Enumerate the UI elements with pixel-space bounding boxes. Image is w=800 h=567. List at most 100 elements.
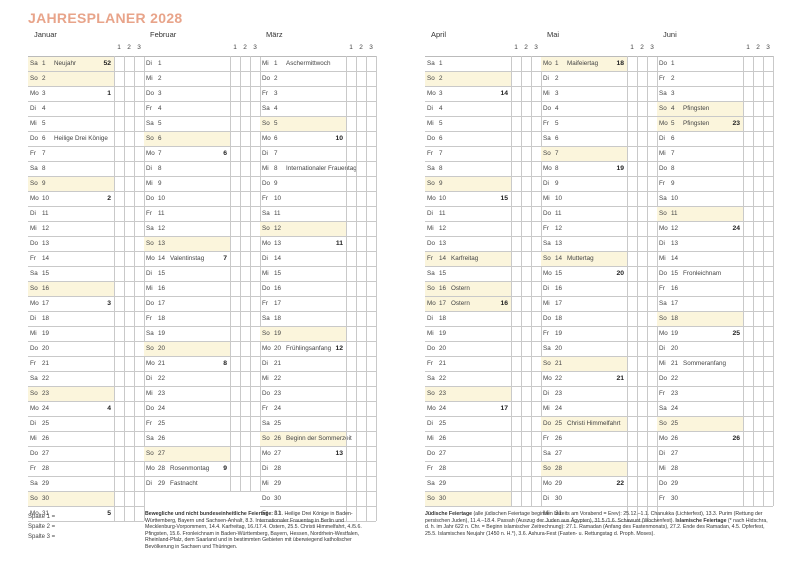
day-row[interactable]: Mo 14 Valentinstag 7 bbox=[144, 252, 260, 267]
day-row[interactable]: Fr 2 bbox=[657, 72, 773, 87]
day-row[interactable]: Sa 15 bbox=[28, 267, 144, 282]
day-row[interactable]: Mi 9 bbox=[144, 177, 260, 192]
day-row[interactable]: Mi 1 Aschermittwoch bbox=[260, 57, 376, 72]
day-row[interactable]: Mi 12 bbox=[28, 222, 144, 237]
day-row[interactable]: Di 11 bbox=[28, 207, 144, 222]
day-row[interactable]: Sa 29 bbox=[28, 477, 144, 492]
day-row[interactable]: Di 29 Fastnacht bbox=[144, 477, 260, 492]
day-row[interactable]: Mo 26 26 bbox=[657, 432, 773, 447]
day-row[interactable]: Di 7 bbox=[260, 147, 376, 162]
day-row[interactable]: Do 1 bbox=[657, 57, 773, 72]
day-row[interactable]: Do 23 bbox=[260, 387, 376, 402]
day-row[interactable]: Mo 8 19 bbox=[541, 162, 657, 177]
day-row[interactable]: So 27 bbox=[144, 447, 260, 462]
day-row[interactable]: So 7 bbox=[541, 147, 657, 162]
day-row[interactable]: Mi 12 bbox=[425, 222, 541, 237]
day-row[interactable]: Do 27 bbox=[28, 447, 144, 462]
day-row[interactable]: Do 17 bbox=[144, 297, 260, 312]
day-row[interactable]: So 28 bbox=[541, 462, 657, 477]
day-row[interactable]: So 2 bbox=[28, 72, 144, 87]
day-row[interactable]: Di 4 bbox=[28, 102, 144, 117]
day-row[interactable]: So 30 bbox=[425, 492, 541, 507]
day-row[interactable]: Fr 26 bbox=[541, 432, 657, 447]
day-row[interactable]: Di 15 bbox=[144, 267, 260, 282]
day-row[interactable]: So 13 bbox=[144, 237, 260, 252]
day-row[interactable]: Sa 13 bbox=[541, 237, 657, 252]
day-row[interactable]: Do 20 bbox=[28, 342, 144, 357]
day-row[interactable]: Mi 26 bbox=[28, 432, 144, 447]
day-row[interactable]: Do 15 Fronleichnam bbox=[657, 267, 773, 282]
day-row[interactable]: Fr 23 bbox=[657, 387, 773, 402]
day-row[interactable]: Fr 14 Karfreitag bbox=[425, 252, 541, 267]
day-row[interactable]: Fr 11 bbox=[144, 207, 260, 222]
day-row[interactable]: Sa 24 bbox=[657, 402, 773, 417]
day-row[interactable]: Mi 8 Internationaler Frauentag bbox=[260, 162, 376, 177]
day-row[interactable]: So 9 bbox=[425, 177, 541, 192]
day-row[interactable]: Mi 14 bbox=[657, 252, 773, 267]
day-row[interactable]: Di 22 bbox=[144, 372, 260, 387]
day-row[interactable]: Sa 26 bbox=[144, 432, 260, 447]
day-row[interactable]: Fr 9 bbox=[657, 177, 773, 192]
day-row[interactable]: Mi 26 bbox=[425, 432, 541, 447]
day-row[interactable]: Fr 28 bbox=[28, 462, 144, 477]
day-row[interactable]: Sa 8 bbox=[425, 162, 541, 177]
day-row[interactable]: Di 27 bbox=[657, 447, 773, 462]
day-row[interactable]: Mo 17 Ostern 16 bbox=[425, 297, 541, 312]
day-row[interactable]: Di 18 bbox=[28, 312, 144, 327]
day-row[interactable]: Di 4 bbox=[425, 102, 541, 117]
day-row[interactable]: Mi 15 bbox=[260, 267, 376, 282]
day-row[interactable]: Mo 1 Maifeiertag 18 bbox=[541, 57, 657, 72]
day-row[interactable]: So 30 bbox=[28, 492, 144, 507]
day-row[interactable]: Mo 6 10 bbox=[260, 132, 376, 147]
day-row[interactable]: Mo 27 13 bbox=[260, 447, 376, 462]
day-row[interactable]: So 12 bbox=[260, 222, 376, 237]
day-row[interactable]: Mi 22 bbox=[260, 372, 376, 387]
day-row[interactable]: So 6 bbox=[144, 132, 260, 147]
day-row[interactable]: So 21 bbox=[541, 357, 657, 372]
day-row[interactable]: Sa 22 bbox=[28, 372, 144, 387]
day-row[interactable]: Di 25 bbox=[425, 417, 541, 432]
day-row[interactable]: Mo 22 21 bbox=[541, 372, 657, 387]
day-row[interactable]: Fr 7 bbox=[425, 147, 541, 162]
day-row[interactable]: Di 13 bbox=[657, 237, 773, 252]
day-row[interactable]: Sa 25 bbox=[260, 417, 376, 432]
day-row[interactable]: Do 18 bbox=[541, 312, 657, 327]
day-row[interactable]: Sa 6 bbox=[541, 132, 657, 147]
day-row[interactable]: Di 9 bbox=[541, 177, 657, 192]
day-row[interactable]: Do 22 bbox=[657, 372, 773, 387]
day-row[interactable]: Fr 21 bbox=[28, 357, 144, 372]
day-row[interactable]: So 25 bbox=[657, 417, 773, 432]
day-row[interactable]: Fr 18 bbox=[144, 312, 260, 327]
day-row[interactable]: Mo 3 1 bbox=[28, 87, 144, 102]
day-row[interactable]: Mi 31 bbox=[541, 507, 657, 522]
day-row[interactable]: Sa 20 bbox=[541, 342, 657, 357]
day-row[interactable]: Do 2 bbox=[260, 72, 376, 87]
day-row[interactable]: Do 10 bbox=[144, 192, 260, 207]
day-row[interactable]: So 9 bbox=[28, 177, 144, 192]
day-row[interactable]: Do 13 bbox=[425, 237, 541, 252]
day-row[interactable]: Sa 18 bbox=[260, 312, 376, 327]
day-row[interactable]: So 23 bbox=[425, 387, 541, 402]
day-row[interactable]: Mi 16 bbox=[144, 282, 260, 297]
day-row[interactable]: So 11 bbox=[657, 207, 773, 222]
day-row[interactable]: Mi 19 bbox=[28, 327, 144, 342]
day-row[interactable]: Sa 29 bbox=[425, 477, 541, 492]
day-row[interactable]: So 26 Beginn der Sommerzeit bbox=[260, 432, 376, 447]
day-row[interactable]: Do 6 bbox=[425, 132, 541, 147]
day-row[interactable]: Mo 17 3 bbox=[28, 297, 144, 312]
day-row[interactable]: So 16 bbox=[28, 282, 144, 297]
day-row[interactable]: Mo 24 4 bbox=[28, 402, 144, 417]
day-row[interactable]: Di 6 bbox=[657, 132, 773, 147]
day-row[interactable]: Fr 10 bbox=[260, 192, 376, 207]
day-row[interactable]: Fr 16 bbox=[657, 282, 773, 297]
day-row[interactable]: Mi 17 bbox=[541, 297, 657, 312]
day-row[interactable]: Fr 19 bbox=[541, 327, 657, 342]
day-row[interactable]: Mi 19 bbox=[425, 327, 541, 342]
day-row[interactable]: Mi 5 bbox=[425, 117, 541, 132]
day-row[interactable]: Sa 1 bbox=[425, 57, 541, 72]
day-row[interactable]: Do 30 bbox=[260, 492, 376, 507]
day-row[interactable]: Mo 7 6 bbox=[144, 147, 260, 162]
day-row[interactable]: Do 24 bbox=[144, 402, 260, 417]
day-row[interactable]: So 2 bbox=[425, 72, 541, 87]
day-row[interactable]: Mi 3 bbox=[541, 87, 657, 102]
